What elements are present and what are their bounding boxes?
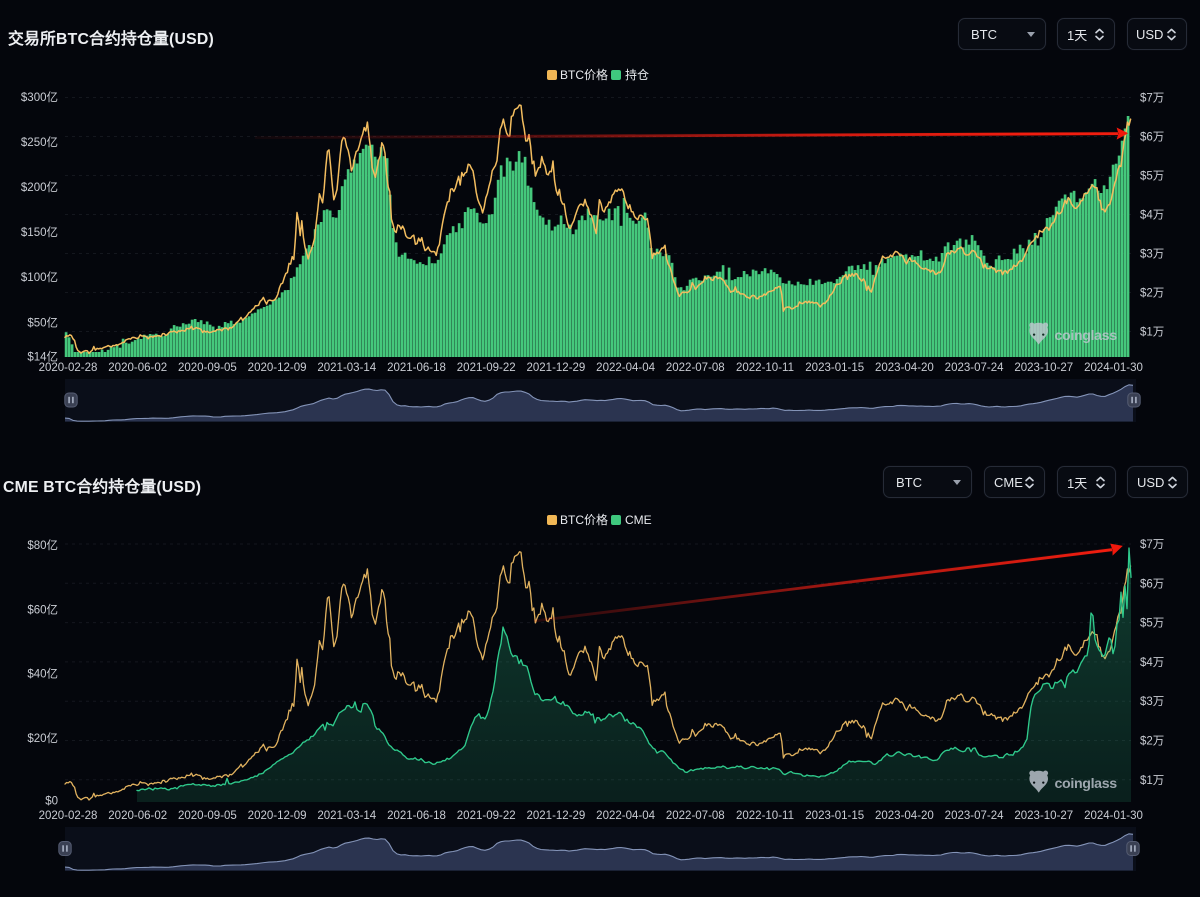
svg-text:$6万: $6万 [1140, 132, 1164, 144]
svg-text:2020-12-09: 2020-12-09 [248, 362, 307, 374]
svg-text:2020-06-02: 2020-06-02 [108, 362, 167, 374]
svg-text:2021-09-22: 2021-09-22 [457, 810, 516, 822]
svg-text:2023-10-27: 2023-10-27 [1014, 810, 1073, 822]
svg-text:$40亿: $40亿 [27, 668, 58, 681]
svg-text:$2万: $2万 [1140, 736, 1164, 748]
svg-text:$2万: $2万 [1140, 288, 1164, 300]
svg-text:2021-12-29: 2021-12-29 [526, 362, 585, 374]
svg-text:$5万: $5万 [1140, 171, 1164, 183]
svg-text:$1万: $1万 [1140, 775, 1164, 787]
svg-text:2023-10-27: 2023-10-27 [1014, 362, 1073, 374]
svg-text:2023-04-20: 2023-04-20 [875, 810, 934, 822]
svg-text:$4万: $4万 [1140, 657, 1164, 669]
svg-text:2021-12-29: 2021-12-29 [526, 810, 585, 822]
svg-text:$0: $0 [45, 796, 58, 808]
svg-text:2023-01-15: 2023-01-15 [805, 362, 864, 374]
svg-text:$150亿: $150亿 [21, 226, 58, 239]
svg-text:$7万: $7万 [1140, 539, 1164, 551]
svg-text:2021-03-14: 2021-03-14 [317, 810, 376, 822]
svg-text:2022-04-04: 2022-04-04 [596, 810, 655, 822]
svg-text:2023-04-20: 2023-04-20 [875, 362, 934, 374]
svg-text:2020-02-28: 2020-02-28 [39, 810, 98, 822]
svg-text:2021-03-14: 2021-03-14 [317, 362, 376, 374]
svg-text:2023-07-24: 2023-07-24 [945, 362, 1004, 374]
svg-text:2021-06-18: 2021-06-18 [387, 362, 446, 374]
svg-text:$6万: $6万 [1140, 578, 1164, 590]
svg-text:2020-02-28: 2020-02-28 [39, 362, 98, 374]
svg-text:2024-01-30: 2024-01-30 [1084, 810, 1143, 822]
svg-text:2021-09-22: 2021-09-22 [457, 362, 516, 374]
svg-text:$3万: $3万 [1140, 696, 1164, 708]
svg-text:$100亿: $100亿 [21, 271, 58, 284]
svg-text:$4万: $4万 [1140, 210, 1164, 222]
svg-text:2020-06-02: 2020-06-02 [108, 810, 167, 822]
svg-text:$7万: $7万 [1140, 93, 1164, 105]
svg-text:$20亿: $20亿 [27, 732, 58, 745]
svg-text:$5万: $5万 [1140, 618, 1164, 630]
svg-text:$60亿: $60亿 [27, 603, 58, 616]
svg-text:$50亿: $50亿 [27, 317, 58, 330]
svg-text:2022-07-08: 2022-07-08 [666, 810, 725, 822]
svg-text:$200亿: $200亿 [21, 181, 58, 194]
svg-text:$1万: $1万 [1140, 327, 1164, 339]
svg-text:$3万: $3万 [1140, 249, 1164, 261]
svg-text:2024-01-30: 2024-01-30 [1084, 362, 1143, 374]
svg-text:2020-09-05: 2020-09-05 [178, 810, 237, 822]
svg-text:2022-10-11: 2022-10-11 [736, 810, 794, 822]
svg-text:2020-12-09: 2020-12-09 [248, 810, 307, 822]
svg-text:2023-07-24: 2023-07-24 [945, 810, 1004, 822]
svg-text:coinglass: coinglass [1055, 328, 1118, 344]
svg-text:2022-10-11: 2022-10-11 [736, 362, 794, 374]
svg-text:coinglass: coinglass [1055, 776, 1118, 792]
svg-text:2020-09-05: 2020-09-05 [178, 362, 237, 374]
svg-text:$300亿: $300亿 [21, 91, 58, 104]
svg-text:2023-01-15: 2023-01-15 [805, 810, 864, 822]
svg-text:$250亿: $250亿 [21, 136, 58, 149]
svg-text:2022-07-08: 2022-07-08 [666, 362, 725, 374]
svg-text:2021-06-18: 2021-06-18 [387, 810, 446, 822]
svg-text:2022-04-04: 2022-04-04 [596, 362, 655, 374]
svg-text:$80亿: $80亿 [27, 539, 58, 552]
svg-text:$14亿: $14亿 [27, 351, 58, 364]
